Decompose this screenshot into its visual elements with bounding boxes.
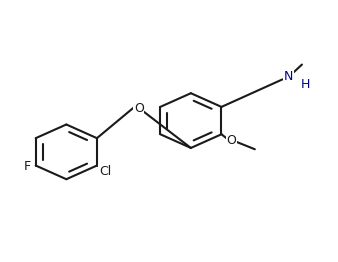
Text: O: O xyxy=(134,102,144,115)
Text: N: N xyxy=(284,70,293,83)
Text: Cl: Cl xyxy=(99,165,112,178)
Text: O: O xyxy=(226,134,236,147)
Text: F: F xyxy=(24,160,31,173)
Text: H: H xyxy=(300,78,310,91)
